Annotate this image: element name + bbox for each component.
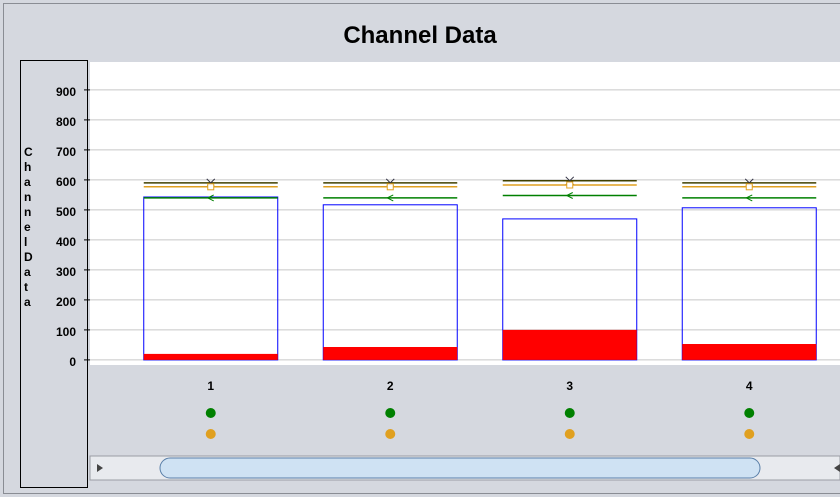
frame	[3, 3, 840, 494]
triangle-marker	[565, 192, 573, 199]
scroll-thumb[interactable]	[159, 457, 761, 479]
y-tick-label: 400	[56, 235, 76, 249]
y-tick-label: 0	[69, 355, 76, 369]
y-tick-label: 100	[56, 325, 76, 339]
square-marker	[566, 181, 574, 189]
x-tick-label: 2	[387, 379, 394, 393]
bar	[143, 353, 278, 360]
y-tick-label: 600	[56, 175, 76, 189]
status-dot	[564, 408, 575, 418]
triangle-marker	[386, 194, 394, 202]
status-dot	[385, 429, 396, 439]
scroll-right-arrow[interactable]	[834, 464, 840, 472]
y-axis-label: Channel Data	[24, 145, 33, 309]
square-marker	[386, 183, 394, 191]
x-tick-label: 4	[746, 379, 753, 393]
bar	[502, 329, 637, 360]
scroll-left-arrow[interactable]	[97, 464, 103, 472]
bar	[681, 207, 817, 361]
y-tick-label: 200	[56, 295, 76, 309]
triangle-marker	[745, 194, 753, 202]
bar	[323, 347, 458, 360]
square-marker	[745, 183, 753, 191]
bar	[322, 204, 458, 361]
y-tick-label: 700	[56, 145, 76, 159]
square-marker	[207, 183, 215, 191]
status-dot	[205, 408, 216, 418]
y-axis-panel	[20, 60, 88, 488]
status-dot	[205, 429, 216, 439]
y-tick-label: 900	[56, 85, 76, 99]
y-tick-label: 500	[56, 205, 76, 219]
chart-title: Channel Data	[343, 22, 497, 49]
triangle-marker	[206, 194, 214, 202]
y-tick-label: 800	[56, 115, 76, 129]
status-dot	[744, 429, 755, 439]
status-dot	[564, 429, 575, 439]
x-tick-label: 1	[207, 379, 214, 393]
status-dot	[744, 408, 755, 418]
plot-area	[90, 62, 840, 365]
bar	[682, 344, 817, 360]
x-tick-label: 3	[566, 379, 573, 393]
y-tick-label: 300	[56, 265, 76, 279]
scrollbar[interactable]	[89, 455, 840, 481]
status-dot	[385, 408, 396, 418]
